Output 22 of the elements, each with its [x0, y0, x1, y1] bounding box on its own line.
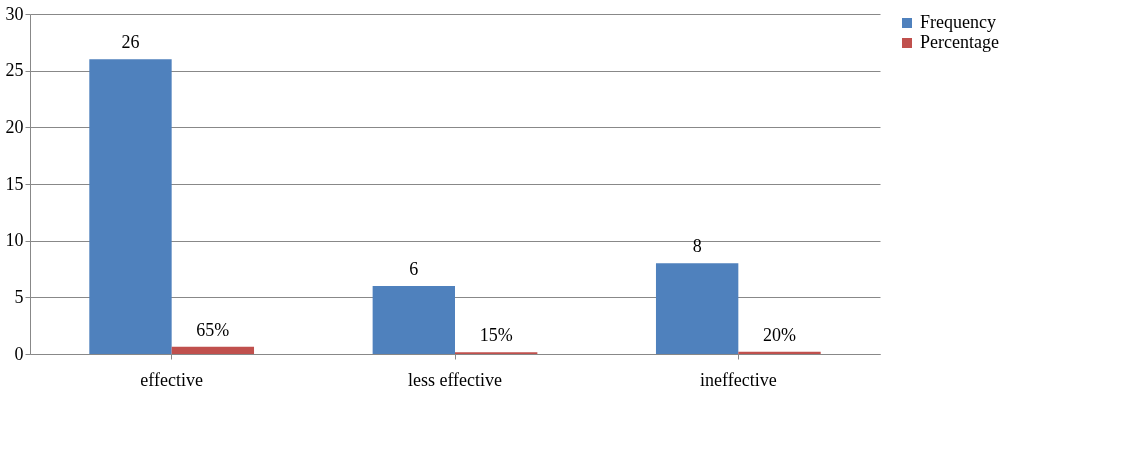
data-label: 26 [121, 32, 140, 53]
bar [655, 263, 739, 354]
y-tick-label: 0 [14, 343, 24, 364]
bar [171, 346, 255, 354]
legend-label: Percentage [920, 32, 999, 52]
x-tick-label: effective [140, 369, 203, 390]
y-tick-label: 10 [5, 230, 24, 251]
y-tick-label: 30 [5, 3, 24, 24]
bar [372, 286, 455, 354]
bar [89, 59, 172, 354]
data-label: 20% [763, 324, 797, 345]
y-tick-label: 5 [14, 286, 24, 307]
y-tick-label: 15 [5, 173, 24, 194]
data-label: 65% [196, 319, 230, 340]
legend-label: Frequency [920, 12, 996, 32]
data-label: 8 [692, 236, 702, 257]
x-tick-label: ineffective [700, 369, 777, 390]
data-label: 6 [409, 259, 419, 279]
x-tick-label: less effective [407, 369, 503, 390]
data-label: 15% [479, 325, 513, 346]
y-tick-label: 20 [5, 116, 24, 137]
y-tick-label: 25 [5, 60, 24, 81]
